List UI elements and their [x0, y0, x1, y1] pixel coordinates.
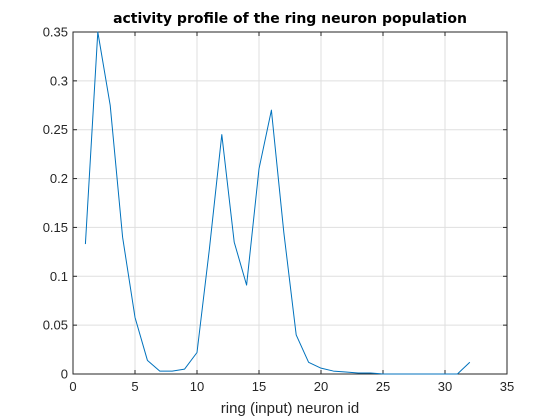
y-tick-label: 0.3 — [50, 73, 68, 88]
x-tick-label: 5 — [131, 379, 138, 394]
x-tick-label: 25 — [376, 379, 390, 394]
y-tick-label: 0.05 — [43, 318, 68, 333]
y-tick-label: 0.35 — [43, 25, 68, 40]
x-tick-label: 20 — [314, 379, 328, 394]
x-axis-label: ring (input) neuron id — [221, 400, 359, 417]
x-tick-label: 10 — [190, 379, 204, 394]
series-line — [84, 31, 471, 375]
x-tick-label: 15 — [252, 379, 266, 394]
y-tick-label: 0.1 — [50, 269, 68, 284]
x-tick-label: 30 — [438, 379, 452, 394]
chart-title: activity profile of the ring neuron popu… — [113, 11, 467, 27]
y-tick-label: 0.15 — [43, 220, 68, 235]
grid — [73, 32, 507, 374]
y-tick-label: 0.2 — [50, 171, 68, 186]
x-tick-label: 0 — [69, 379, 76, 394]
x-tick-label: 35 — [500, 379, 514, 394]
tick-labels: 0 5 10 15 20 25 30 35 0 0.05 0.1 0.15 0.2 0.25 0.3 0.35 — [43, 25, 515, 395]
y-tick-label: 0 — [61, 367, 68, 382]
ticks — [72, 31, 508, 375]
y-tick-label: 0.25 — [43, 122, 68, 137]
axes-box — [72, 31, 508, 375]
